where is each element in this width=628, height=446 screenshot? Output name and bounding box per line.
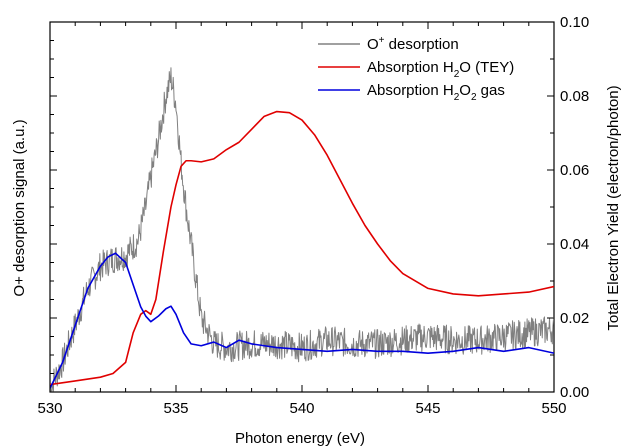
x-axis-ticks: 530 535 540 545 550 bbox=[37, 22, 567, 417]
y-right-tick-label: 0.06 bbox=[560, 162, 589, 179]
legend-text-segment: + bbox=[379, 35, 385, 46]
y-right-tick-label: 0.04 bbox=[560, 236, 589, 253]
legend-text-segment: 2 bbox=[454, 92, 460, 103]
series-line-h2o bbox=[50, 110, 554, 386]
legend-text-segment: O (TEY) bbox=[459, 59, 514, 76]
legend-text-segment: O bbox=[459, 82, 471, 99]
legend-text-segment: 2 bbox=[471, 92, 477, 103]
y-right-axis-ticks: 0.00 0.02 0.04 0.06 0.08 0.10 bbox=[547, 14, 589, 401]
legend-text-segment: Absorption H bbox=[367, 82, 454, 99]
x-tick-label: 540 bbox=[289, 400, 314, 417]
legend-text-segment: 2 bbox=[454, 69, 460, 80]
x-tick-label: 530 bbox=[37, 400, 62, 417]
series-layer bbox=[50, 67, 554, 392]
y-right-tick-label: 0.02 bbox=[560, 310, 589, 327]
series-line-h2o2 bbox=[50, 252, 554, 389]
legend-text-segment: Absorption H bbox=[367, 59, 454, 76]
y-right-axis-title: Total Electron Yield (electron/photon) bbox=[605, 85, 622, 330]
y-left-axis-ticks bbox=[50, 21, 57, 393]
x-tick-label: 535 bbox=[163, 400, 188, 417]
legend-text-segment: O bbox=[367, 36, 379, 53]
legend-text-segment: desorption bbox=[385, 36, 459, 53]
x-axis-title: Photon energy (eV) bbox=[235, 430, 365, 446]
y-left-axis-title: O+ desorption signal (a.u.) bbox=[11, 119, 28, 296]
x-tick-label: 545 bbox=[415, 400, 440, 417]
x-tick-label: 550 bbox=[541, 400, 566, 417]
legend-label-desorption: O+ desorption bbox=[367, 35, 459, 53]
y-right-tick-label: 0.00 bbox=[560, 384, 589, 401]
legend-label-h2o: Absorption H2O (TEY) bbox=[367, 59, 514, 80]
legend-text-segment: gas bbox=[477, 82, 505, 99]
y-right-tick-label: 0.08 bbox=[560, 88, 589, 105]
legend-label-h2o2: Absorption H2O2 gas bbox=[367, 82, 505, 103]
y-right-tick-label: 0.10 bbox=[560, 14, 589, 31]
series-line-desorption bbox=[50, 67, 554, 392]
